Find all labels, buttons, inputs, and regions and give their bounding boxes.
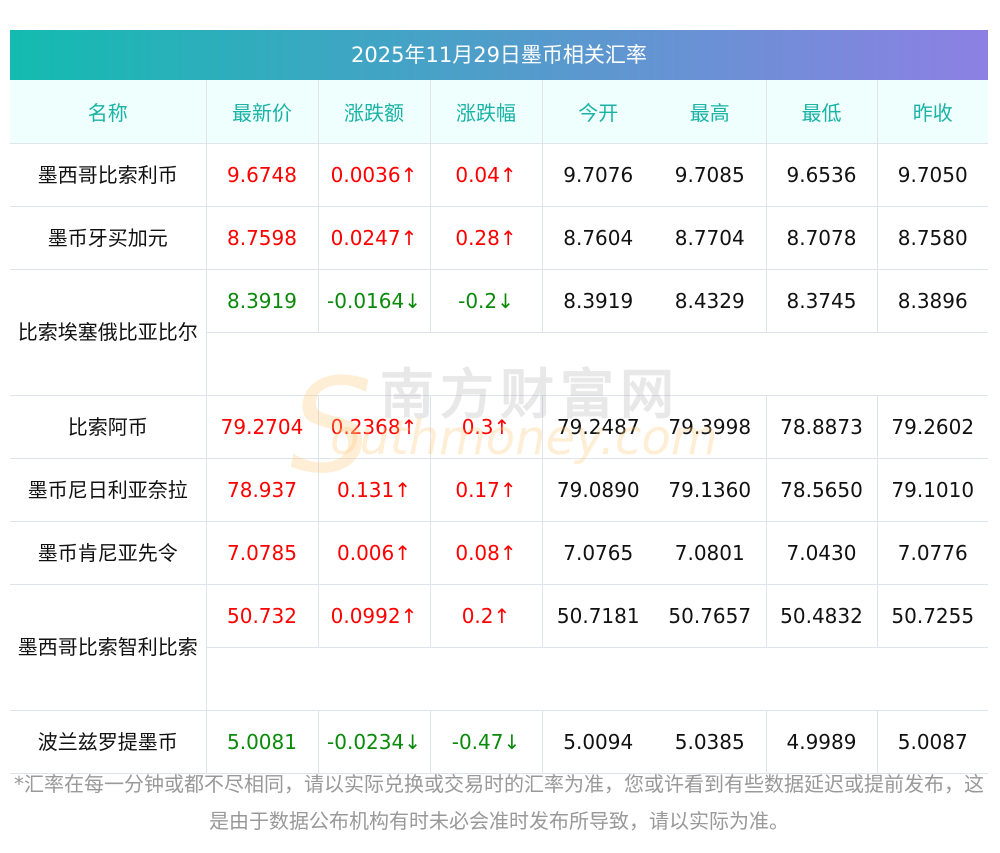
cell-low: 50.4832	[766, 584, 878, 648]
cell-high: 8.7704	[654, 206, 767, 270]
cell-low: 8.7078	[766, 206, 878, 270]
cell-name: 波兰兹罗提墨币	[10, 710, 207, 774]
cell-high: 7.0801	[654, 521, 767, 585]
cell-open: 50.7181	[542, 584, 654, 648]
header-change: 涨跌额	[318, 80, 431, 144]
cell-change-pct: 0.3↑	[430, 395, 543, 459]
header-prev-close: 昨收	[877, 80, 988, 144]
table-row: 墨西哥比索智利比索 50.732 0.0992↑ 0.2↑ 50.7181 50.7657…	[10, 584, 988, 711]
cell-name: 墨币牙买加元	[10, 206, 207, 270]
cell-low: 8.3745	[766, 269, 878, 333]
cell-high: 79.1360	[654, 458, 767, 522]
cell-change-pct: 0.2↑	[430, 584, 543, 648]
table-header-row: 名称 最新价 涨跌额 涨跌幅 今开 最高 最低 昨收	[10, 80, 988, 144]
table-row: 波兰兹罗提墨币 5.0081 -0.0234↓ -0.47↓ 5.0094 5.0385 4…	[10, 710, 988, 774]
table-row: 墨西哥比索利币 9.6748 0.0036↑ 0.04↑ 9.7076 9.7085 9.6…	[10, 143, 988, 207]
table-row: 比索阿币 79.2704 0.2368↑ 0.3↑ 79.2487 79.3998 78.8…	[10, 395, 988, 459]
cell-latest-price: 7.0785	[206, 521, 319, 585]
cell-latest-price: 8.3919	[206, 269, 319, 333]
cell-prev-close: 50.7255	[877, 584, 988, 648]
cell-change-pct: 0.28↑	[430, 206, 543, 270]
table-row: 墨币肯尼亚先令 7.0785 0.006↑ 0.08↑ 7.0765 7.0801 7.04…	[10, 521, 988, 585]
cell-latest-price: 5.0081	[206, 710, 319, 774]
cell-name: 比索阿币	[10, 395, 207, 459]
cell-name: 墨西哥比索智利比索	[10, 584, 207, 711]
cell-change: -0.0234↓	[318, 710, 431, 774]
cell-low: 4.9989	[766, 710, 878, 774]
table-row-continuation	[10, 332, 988, 396]
cell-prev-close: 8.7580	[877, 206, 988, 270]
header-open: 今开	[542, 80, 654, 144]
cell-open: 5.0094	[542, 710, 654, 774]
cell-high: 9.7085	[654, 143, 767, 207]
cell-latest-price: 8.7598	[206, 206, 319, 270]
cell-change-pct: 0.08↑	[430, 521, 543, 585]
cell-high: 50.7657	[654, 584, 767, 648]
cell-change-pct: 0.04↑	[430, 143, 543, 207]
cell-latest-price: 78.937	[206, 458, 319, 522]
table-row: 墨币牙买加元 8.7598 0.0247↑ 0.28↑ 8.7604 8.7704 8.70…	[10, 206, 988, 270]
table-row: 墨币尼日利亚奈拉 78.937 0.131↑ 0.17↑ 79.0890 79.1360 7…	[10, 458, 988, 522]
cell-open: 79.2487	[542, 395, 654, 459]
cell-open: 7.0765	[542, 521, 654, 585]
cell-change: 0.0036↑	[318, 143, 431, 207]
cell-high: 8.4329	[654, 269, 767, 333]
disclaimer-note: *汇率在每一分钟或都不尽相同，请以实际兑换或交易时的汇率为准，您或许看到有些数据…	[14, 772, 984, 833]
empty-cell	[206, 647, 988, 711]
cell-name: 比索埃塞俄比亚比尔	[10, 269, 207, 396]
exchange-rate-table: 名称 最新价 涨跌额 涨跌幅 今开 最高 最低 昨收 墨西哥比索利币 9.6748…	[10, 80, 988, 774]
cell-change: 0.006↑	[318, 521, 431, 585]
header-change-pct: 涨跌幅	[430, 80, 543, 144]
header-latest-price: 最新价	[206, 80, 319, 144]
cell-prev-close: 79.1010	[877, 458, 988, 522]
cell-change: -0.0164↓	[318, 269, 431, 333]
cell-change-pct: -0.2↓	[430, 269, 543, 333]
cell-low: 78.8873	[766, 395, 878, 459]
cell-prev-close: 5.0087	[877, 710, 988, 774]
cell-change: 0.0247↑	[318, 206, 431, 270]
cell-high: 79.3998	[654, 395, 767, 459]
cell-open: 9.7076	[542, 143, 654, 207]
cell-prev-close: 79.2602	[877, 395, 988, 459]
cell-latest-price: 79.2704	[206, 395, 319, 459]
cell-open: 8.3919	[542, 269, 654, 333]
header-low: 最低	[766, 80, 878, 144]
table-row-continuation	[10, 647, 988, 711]
cell-latest-price: 50.732	[206, 584, 319, 648]
cell-name: 墨币肯尼亚先令	[10, 521, 207, 585]
cell-low: 7.0430	[766, 521, 878, 585]
cell-name: 墨西哥比索利币	[10, 143, 207, 207]
cell-change: 0.0992↑	[318, 584, 431, 648]
cell-prev-close: 8.3896	[877, 269, 988, 333]
header-high: 最高	[654, 80, 767, 144]
cell-latest-price: 9.6748	[206, 143, 319, 207]
cell-low: 9.6536	[766, 143, 878, 207]
cell-open: 79.0890	[542, 458, 654, 522]
cell-low: 78.5650	[766, 458, 878, 522]
cell-change-pct: 0.17↑	[430, 458, 543, 522]
cell-change: 0.2368↑	[318, 395, 431, 459]
cell-open: 8.7604	[542, 206, 654, 270]
table-row: 比索埃塞俄比亚比尔 8.3919 -0.0164↓ -0.2↓ 8.3919 8.4329…	[10, 269, 988, 396]
table-title: 2025年11月29日墨币相关汇率	[10, 30, 988, 80]
empty-cell	[206, 332, 988, 396]
cell-change-pct: -0.47↓	[430, 710, 543, 774]
cell-high: 5.0385	[654, 710, 767, 774]
header-name: 名称	[10, 80, 207, 144]
cell-prev-close: 7.0776	[877, 521, 988, 585]
cell-change: 0.131↑	[318, 458, 431, 522]
cell-name: 墨币尼日利亚奈拉	[10, 458, 207, 522]
cell-prev-close: 9.7050	[877, 143, 988, 207]
